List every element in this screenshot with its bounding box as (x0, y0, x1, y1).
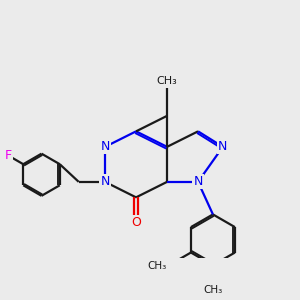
Text: N: N (100, 140, 110, 153)
Text: N: N (218, 140, 227, 153)
Text: N: N (100, 176, 110, 188)
Text: CH₃: CH₃ (203, 285, 223, 295)
Text: N: N (194, 176, 203, 188)
Text: CH₃: CH₃ (157, 76, 177, 86)
Text: O: O (131, 216, 141, 229)
Text: CH₃: CH₃ (148, 260, 167, 271)
Text: F: F (5, 149, 12, 162)
